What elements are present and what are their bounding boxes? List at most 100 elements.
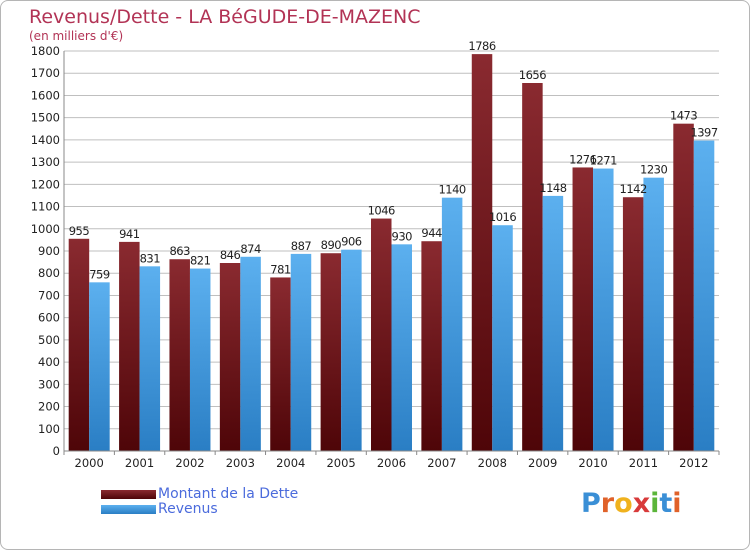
- proxiti-logo: Proxiti: [581, 488, 682, 519]
- data-label-revenue: 874: [240, 242, 261, 256]
- data-label-revenue: 1016: [489, 210, 516, 224]
- bar-debt: [371, 218, 392, 451]
- y-tick-label: 1400: [31, 133, 60, 147]
- y-tick-label: 100: [38, 422, 60, 436]
- bar-revenue: [189, 268, 211, 451]
- data-label-revenue: 1397: [690, 126, 717, 140]
- data-label-debt: 955: [69, 224, 90, 238]
- legend-item-debt: Montant de la Dette: [101, 486, 298, 502]
- y-tick-label: 0: [53, 444, 60, 458]
- chart-subtitle: (en milliers d'€): [29, 29, 124, 43]
- bar-debt: [622, 197, 644, 451]
- data-label-debt: 1473: [670, 109, 697, 123]
- x-tick-label: 2001: [125, 456, 154, 470]
- bar-revenue: [240, 256, 261, 451]
- x-tick-label: 2004: [276, 456, 305, 470]
- data-label-revenue: 1230: [640, 163, 667, 177]
- y-tick-label: 1800: [31, 44, 60, 58]
- y-tick-label: 1600: [31, 88, 60, 102]
- legend-label-debt: Montant de la Dette: [158, 485, 299, 502]
- logo-letter: t: [659, 488, 673, 519]
- bar-debt: [320, 253, 342, 451]
- data-label-revenue: 1140: [438, 183, 465, 197]
- chart-legend: Montant de la Dette Revenus: [101, 486, 298, 517]
- bar-debt: [219, 263, 241, 451]
- data-label-debt: 941: [119, 227, 140, 241]
- chart-title: Revenus/Dette - LA BéGUDE-DE-MAZENC: [29, 6, 421, 28]
- x-tick-label: 2002: [175, 456, 204, 470]
- bar-revenue: [89, 282, 110, 451]
- bar-debt: [572, 167, 594, 451]
- y-tick-label: 300: [38, 377, 60, 391]
- data-label-revenue: 906: [341, 235, 362, 249]
- bar-revenue: [693, 140, 715, 452]
- bar-revenue: [391, 244, 412, 451]
- data-label-debt: 846: [220, 248, 241, 262]
- legend-swatch-debt: [101, 489, 156, 499]
- y-tick-label: 800: [38, 266, 60, 280]
- data-label-revenue: 930: [392, 229, 413, 243]
- data-label-debt: 781: [270, 262, 291, 276]
- data-label-debt: 1142: [620, 182, 647, 196]
- x-tick-label: 2010: [578, 456, 607, 470]
- legend-item-revenue: Revenus: [101, 501, 298, 517]
- bar-debt: [421, 241, 442, 451]
- y-tick-label: 1500: [31, 111, 60, 125]
- y-tick-label: 1000: [31, 222, 60, 236]
- y-tick-label: 700: [38, 288, 60, 302]
- data-label-revenue: 759: [89, 267, 110, 281]
- y-tick-label: 400: [38, 355, 60, 369]
- logo-letter: o: [614, 488, 633, 519]
- y-tick-label: 900: [38, 244, 60, 258]
- logo-letter: x: [632, 488, 651, 519]
- bar-debt: [68, 238, 90, 451]
- y-tick-label: 1700: [31, 66, 60, 80]
- logo-letter: r: [600, 488, 615, 519]
- bar-debt: [471, 54, 493, 451]
- bar-debt: [119, 241, 140, 451]
- data-label-debt: 1046: [368, 204, 395, 218]
- data-label-revenue: 1148: [539, 181, 566, 195]
- legend-swatch-revenue: [101, 504, 156, 514]
- x-tick-label: 2008: [478, 456, 507, 470]
- bar-revenue: [139, 266, 161, 451]
- x-tick-label: 2012: [679, 456, 708, 470]
- bar-debt: [673, 123, 694, 452]
- bar-debt: [169, 259, 190, 451]
- y-tick-label: 500: [38, 333, 60, 347]
- y-tick-label: 1200: [31, 177, 60, 191]
- bar-revenue: [341, 249, 362, 451]
- bar-debt: [270, 277, 291, 451]
- data-label-revenue: 831: [140, 251, 161, 265]
- data-label-debt: 944: [421, 226, 442, 240]
- x-tick-label: 2005: [326, 456, 355, 470]
- bar-revenue: [542, 195, 564, 451]
- legend-label-revenue: Revenus: [158, 500, 218, 517]
- data-label-debt: 1656: [519, 68, 546, 82]
- bar-revenue: [643, 177, 664, 451]
- x-tick-label: 2006: [377, 456, 406, 470]
- x-tick-label: 2011: [629, 456, 658, 470]
- bar-revenue: [441, 197, 463, 451]
- data-label-revenue: 821: [190, 254, 211, 268]
- data-label-debt: 1276: [569, 152, 596, 166]
- bar-revenue: [492, 225, 513, 451]
- logo-letter: P: [581, 488, 601, 519]
- y-tick-label: 1100: [31, 200, 60, 214]
- data-label-debt: 863: [169, 244, 190, 258]
- logo-letter: i: [672, 488, 682, 519]
- data-label-debt: 1786: [468, 39, 495, 53]
- bar-debt: [522, 83, 543, 451]
- data-label-debt: 890: [321, 238, 342, 252]
- logo-letter: i: [650, 488, 660, 519]
- bar-revenue: [593, 168, 614, 452]
- bar-revenue: [290, 253, 312, 451]
- x-tick-label: 2009: [528, 456, 557, 470]
- y-tick-label: 600: [38, 311, 60, 325]
- data-label-revenue: 887: [291, 239, 312, 253]
- data-label-revenue: 1271: [590, 154, 617, 168]
- y-tick-label: 200: [38, 400, 60, 414]
- x-tick-label: 2007: [427, 456, 456, 470]
